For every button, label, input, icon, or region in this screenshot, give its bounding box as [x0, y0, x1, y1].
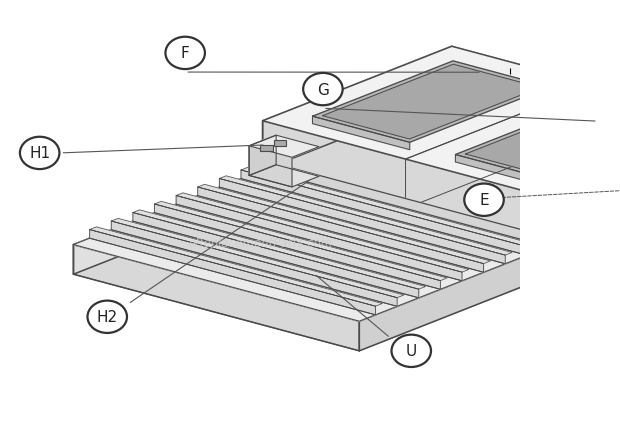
Polygon shape	[241, 168, 534, 247]
Polygon shape	[249, 136, 319, 158]
Polygon shape	[452, 96, 620, 202]
Text: G: G	[317, 82, 329, 98]
Polygon shape	[456, 155, 552, 189]
Polygon shape	[263, 96, 620, 247]
Text: F: F	[181, 46, 190, 61]
Text: eReplacementParts.com: eReplacementParts.com	[188, 236, 333, 249]
Circle shape	[303, 74, 343, 106]
Polygon shape	[312, 117, 410, 150]
Circle shape	[87, 301, 127, 333]
Polygon shape	[176, 196, 462, 281]
Text: H2: H2	[97, 310, 118, 325]
Polygon shape	[73, 126, 620, 351]
Polygon shape	[219, 176, 512, 256]
Polygon shape	[198, 187, 484, 273]
Polygon shape	[263, 161, 549, 247]
Polygon shape	[90, 227, 383, 306]
Polygon shape	[133, 213, 419, 298]
Polygon shape	[73, 171, 549, 322]
Polygon shape	[198, 185, 490, 264]
Circle shape	[20, 138, 60, 170]
Polygon shape	[549, 124, 620, 247]
Polygon shape	[249, 165, 319, 187]
Circle shape	[391, 335, 431, 367]
Text: E: E	[479, 193, 489, 208]
Polygon shape	[154, 204, 440, 290]
Text: H1: H1	[29, 146, 50, 161]
Polygon shape	[249, 136, 276, 176]
Bar	[260, 146, 273, 152]
Polygon shape	[90, 230, 376, 315]
Polygon shape	[452, 47, 620, 173]
Polygon shape	[73, 245, 359, 351]
Polygon shape	[249, 147, 292, 187]
Polygon shape	[73, 96, 620, 322]
Polygon shape	[241, 170, 527, 256]
Polygon shape	[154, 202, 447, 281]
Polygon shape	[73, 96, 452, 275]
Polygon shape	[263, 121, 549, 247]
Polygon shape	[176, 193, 469, 273]
Text: U: U	[405, 343, 417, 359]
Polygon shape	[359, 173, 620, 351]
Polygon shape	[263, 47, 620, 198]
Circle shape	[166, 37, 205, 70]
Polygon shape	[322, 65, 540, 140]
Polygon shape	[312, 62, 550, 143]
Polygon shape	[111, 222, 397, 307]
Circle shape	[464, 184, 504, 216]
Polygon shape	[111, 219, 404, 298]
Polygon shape	[466, 103, 620, 178]
Polygon shape	[219, 179, 505, 264]
Polygon shape	[263, 47, 452, 171]
Polygon shape	[133, 210, 425, 290]
Polygon shape	[456, 100, 620, 181]
Bar	[274, 141, 286, 147]
